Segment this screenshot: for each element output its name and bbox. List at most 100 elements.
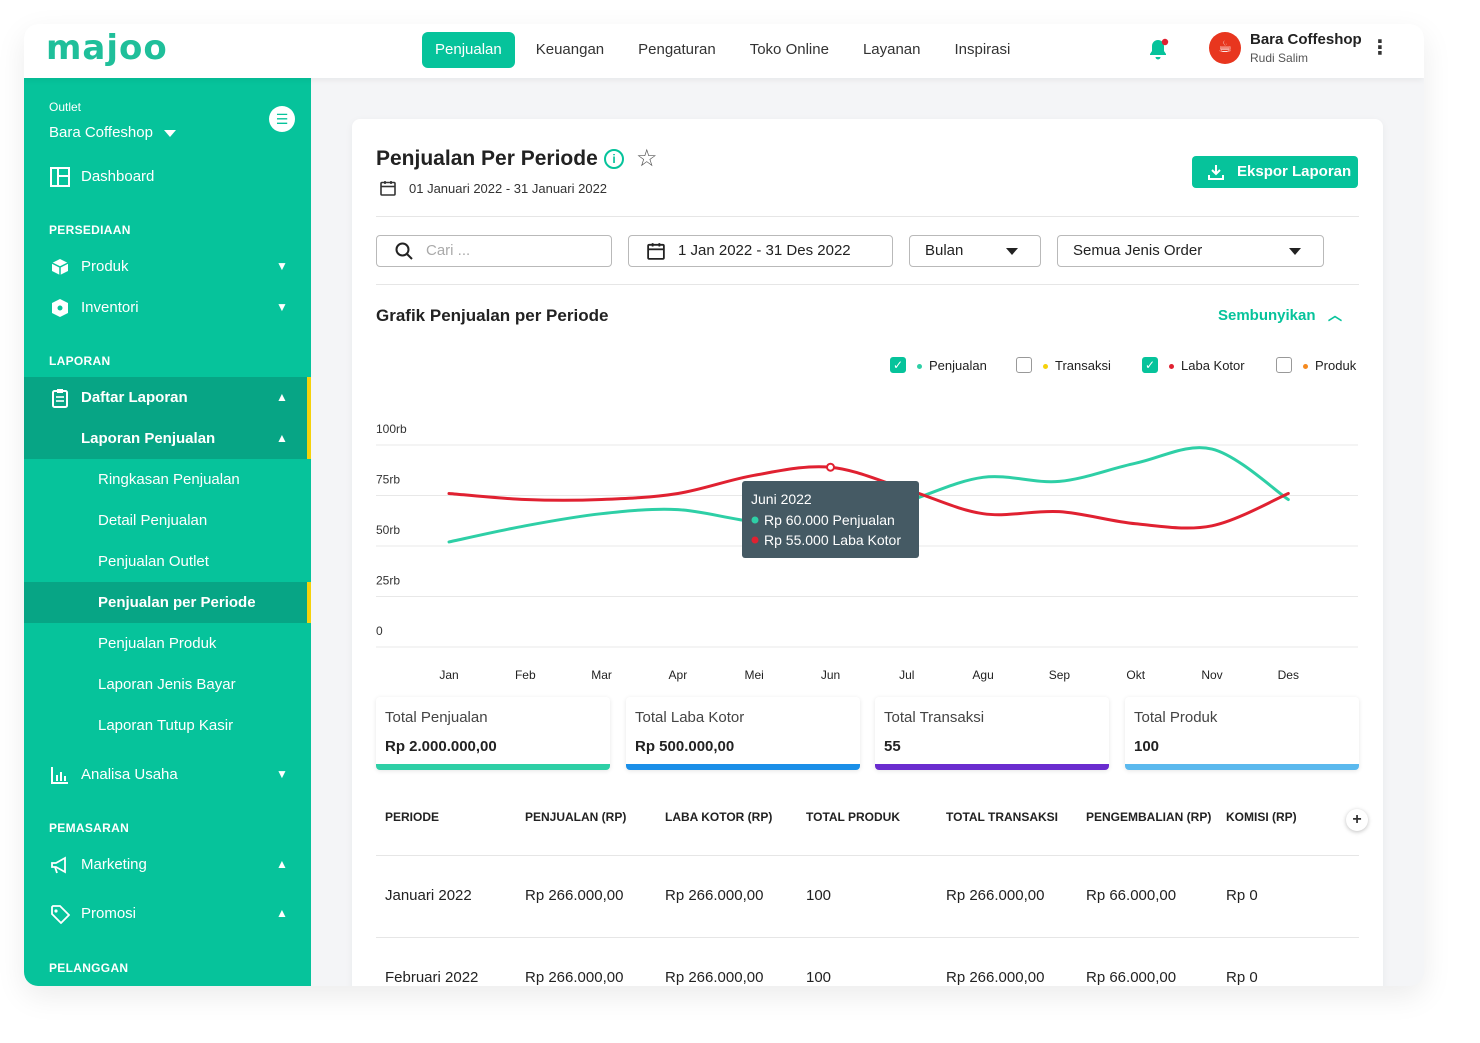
sidebar-item-label: Inventori (81, 299, 139, 316)
nav-toko-online[interactable]: Toko Online (749, 41, 829, 58)
star-icon[interactable]: ☆ (636, 145, 658, 172)
tooltip-dot (751, 516, 759, 524)
sidebar-item-label: Promosi (81, 905, 137, 922)
page-title: Penjualan Per Periode (376, 147, 598, 170)
sidebar-sub-label: Laporan Tutup Kasir (98, 717, 234, 734)
stat-label: Total Laba Kotor (635, 709, 745, 726)
hide-chart-button[interactable]: Sembunyikan (1218, 307, 1316, 324)
export-report-button[interactable]: Ekspor Laporan (1192, 156, 1358, 188)
x-tick-label: Feb (515, 668, 536, 682)
sidebar-item-dashboard[interactable]: Dashboard (24, 156, 311, 197)
stat-total-laba-kotor: Total Laba Kotor Rp 500.000,00 (626, 697, 860, 770)
checkbox-checked-icon[interactable]: ✓ (1142, 357, 1158, 373)
table-header-periode[interactable]: PERIODE (385, 810, 440, 824)
stat-color-bar (376, 764, 610, 770)
avatar[interactable]: ☕ (1209, 32, 1241, 64)
table-header-total-transaksi[interactable]: TOTAL TRANSAKSI (946, 810, 1059, 824)
table-header-laba-kotor[interactable]: LABA KOTOR (RP) (665, 810, 773, 824)
chevron-up-icon: ▲ (276, 906, 288, 920)
table-cell: Rp 266.000,00 (946, 969, 1045, 986)
stat-label: Total Transaksi (884, 709, 985, 726)
legend-dot (1043, 364, 1048, 369)
legend-dot (917, 364, 922, 369)
stat-value: Rp 500.000,00 (635, 738, 735, 755)
sidebar-item-promosi[interactable]: Promosi ▲ (24, 893, 311, 934)
checkbox-checked-icon[interactable]: ✓ (890, 357, 906, 373)
notification-bell-icon[interactable] (1146, 38, 1170, 62)
table-header-penjualan[interactable]: PENJUALAN (RP) (525, 810, 627, 824)
sidebar-item-label: Produk (81, 258, 129, 275)
info-icon[interactable]: i (604, 149, 624, 169)
stat-color-bar (875, 764, 1109, 770)
majoo-logo[interactable]: majoo (46, 28, 168, 68)
y-tick-label: 50rb (376, 523, 400, 537)
box-icon (51, 259, 69, 275)
divider (376, 855, 1359, 856)
section-pemasaran: PEMASARAN (49, 821, 130, 835)
x-tick-label: Agu (972, 668, 993, 682)
order-type-select[interactable]: Semua Jenis Order (1057, 235, 1324, 267)
sidebar-item-analisa[interactable]: Analisa Usaha ▼ (24, 754, 311, 795)
legend-laba-kotor[interactable]: ✓ Laba Kotor (1142, 357, 1252, 375)
sidebar-item-produk[interactable]: Produk ▼ (24, 246, 311, 287)
nav-keuangan[interactable]: Keuangan (535, 41, 605, 58)
legend-penjualan[interactable]: ✓ Penjualan (890, 357, 1000, 375)
sidebar-sub-detail[interactable]: Detail Penjualan (24, 500, 311, 541)
sidebar-item-daftar-laporan[interactable]: Daftar Laporan ▲ (24, 377, 311, 418)
table-header-total-produk[interactable]: TOTAL PRODUK (806, 810, 901, 824)
bar-chart-icon (51, 767, 68, 784)
outlet-label: Outlet (49, 100, 82, 114)
outlet-selector[interactable]: Bara Coffeshop (49, 124, 153, 141)
nav-layanan[interactable]: Layanan (862, 41, 921, 58)
sidebar-item-marketing[interactable]: Marketing ▲ (24, 844, 311, 885)
chevron-down-icon: ▼ (276, 300, 288, 314)
add-column-button[interactable]: + (1346, 809, 1368, 831)
table-cell: Rp 266.000,00 (525, 887, 624, 904)
collapse-sidebar-icon[interactable]: ☰ (269, 106, 295, 132)
sidebar-sub-per-periode[interactable]: Penjualan per Periode (24, 582, 311, 623)
y-tick-label: 75rb (376, 473, 400, 487)
search-placeholder: Cari ... (426, 242, 471, 259)
more-menu-icon[interactable]: ⋮ (1370, 37, 1390, 59)
stat-value: 100 (1134, 738, 1160, 755)
legend-label: Produk (1315, 358, 1357, 373)
sidebar-item-laporan-penjualan[interactable]: Laporan Penjualan ▲ (24, 418, 311, 459)
download-icon (1208, 165, 1224, 180)
section-persediaan: PERSEDIAAN (49, 223, 131, 237)
chevron-up-icon[interactable]: ︿ (1328, 307, 1342, 323)
sidebar-item-label: Dashboard (81, 168, 155, 185)
sidebar-sub-outlet[interactable]: Penjualan Outlet (24, 541, 311, 582)
nav-penjualan[interactable]: Penjualan (422, 32, 515, 68)
chevron-up-icon: ▲ (276, 857, 288, 871)
tooltip-box (742, 481, 919, 558)
sidebar-sub-ringkasan[interactable]: Ringkasan Penjualan (24, 459, 311, 500)
table-cell: Rp 266.000,00 (665, 969, 764, 986)
table-header-komisi[interactable]: KOMISI (RP) (1226, 810, 1297, 824)
sidebar-sub-jenis-bayar[interactable]: Laporan Jenis Bayar (24, 664, 311, 705)
y-tick-label: 100rb (376, 422, 407, 436)
sidebar-item-inventori[interactable]: Inventori ▼ (24, 287, 311, 328)
legend-transaksi[interactable]: Transaksi (1016, 357, 1126, 375)
laporan-active-group (24, 377, 311, 459)
period-select[interactable]: Bulan (909, 235, 1041, 267)
table-header-pengembalian[interactable]: PENGEMBALIAN (RP) (1086, 810, 1212, 824)
sidebar-sub-tutup-kasir[interactable]: Laporan Tutup Kasir (24, 705, 311, 746)
inventory-icon (52, 299, 68, 317)
x-tick-label: Jan (439, 668, 458, 682)
checkbox-unchecked-icon[interactable] (1016, 357, 1032, 373)
sidebar-sub-produk[interactable]: Penjualan Produk (24, 623, 311, 664)
nav-pengaturan[interactable]: Pengaturan (638, 41, 716, 58)
stat-value: 55 (884, 738, 901, 755)
checkbox-unchecked-icon[interactable] (1276, 357, 1292, 373)
legend-produk[interactable]: Produk (1276, 357, 1358, 375)
date-range-picker[interactable]: 1 Jan 2022 - 31 Des 2022 (628, 235, 893, 267)
table-cell: Januari 2022 (385, 887, 472, 904)
search-input[interactable]: Cari ... (376, 235, 612, 267)
x-tick-label: Apr (669, 668, 688, 682)
outlet-caret-icon[interactable] (164, 130, 176, 137)
app-window: majoo Penjualan Keuangan Pengaturan Toko… (24, 24, 1424, 986)
nav-inspirasi[interactable]: Inspirasi (954, 41, 1011, 58)
legend-dot (1303, 364, 1308, 369)
user-name: Bara Coffeshop (1250, 31, 1362, 48)
divider (376, 216, 1359, 217)
